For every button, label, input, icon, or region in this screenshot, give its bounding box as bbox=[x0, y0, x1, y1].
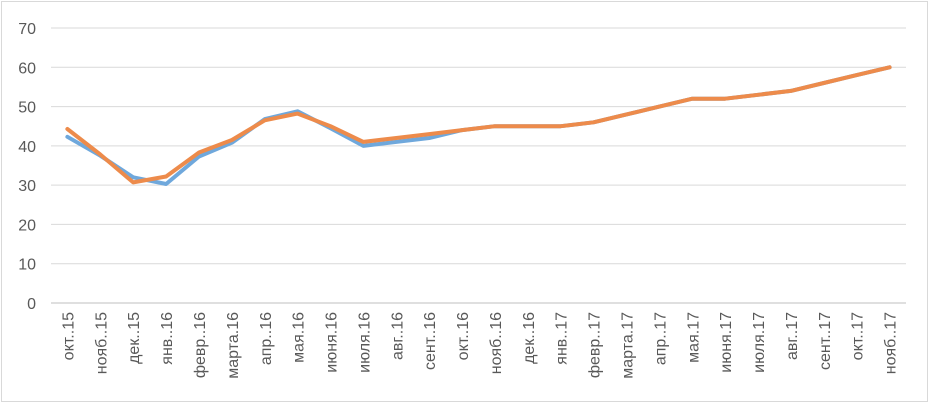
x-tick-label: дек..15 bbox=[126, 312, 143, 364]
x-tick-label: нояб..15 bbox=[93, 312, 110, 374]
y-tick-label: 20 bbox=[18, 217, 36, 234]
x-tick-label: апр..16 bbox=[258, 312, 275, 365]
x-tick-label: янв..17 bbox=[554, 312, 571, 365]
x-tick-label: июля.16 bbox=[356, 312, 373, 373]
x-tick-label: марта.16 bbox=[225, 312, 242, 379]
x-tick-label: июля.17 bbox=[751, 312, 768, 373]
x-tick-label: мая.16 bbox=[291, 312, 308, 363]
x-tick-label: окт..16 bbox=[455, 312, 472, 360]
x-tick-label: авг..17 bbox=[784, 312, 801, 360]
y-tick-label: 30 bbox=[18, 178, 36, 195]
y-tick-label: 40 bbox=[18, 139, 36, 156]
x-tick-label: нояб..16 bbox=[488, 312, 505, 374]
x-tick-label: дек..16 bbox=[521, 312, 538, 364]
x-tick-label: сент..17 bbox=[817, 312, 834, 370]
x-tick-label: февр..16 bbox=[192, 312, 209, 378]
x-tick-label: нояб..17 bbox=[883, 312, 900, 374]
y-tick-label: 0 bbox=[27, 296, 36, 313]
y-tick-label: 50 bbox=[18, 100, 36, 117]
x-tick-label: окт..15 bbox=[60, 312, 77, 360]
x-tick-label: окт..17 bbox=[850, 312, 867, 360]
x-tick-label: апр..17 bbox=[652, 312, 669, 365]
x-axis-ticks: окт..15 нояб..15 дек..15 янв..16 февр..16 мар… bbox=[60, 312, 899, 379]
y-tick-label: 70 bbox=[18, 21, 36, 38]
x-tick-label: июня.17 bbox=[718, 312, 735, 373]
x-tick-label: февр..17 bbox=[587, 312, 604, 378]
series-line-1 bbox=[65, 65, 892, 186]
x-tick-label: авг..16 bbox=[389, 312, 406, 360]
series-lines bbox=[65, 65, 892, 186]
x-tick-label: янв..16 bbox=[159, 312, 176, 365]
x-tick-label: марта.17 bbox=[619, 312, 636, 379]
gridlines bbox=[51, 27, 906, 304]
series-line-2 bbox=[65, 65, 892, 185]
y-tick-label: 10 bbox=[18, 257, 36, 274]
x-tick-label: сент..16 bbox=[422, 312, 439, 370]
x-tick-label: мая.17 bbox=[685, 312, 702, 363]
y-tick-label: 60 bbox=[18, 60, 36, 77]
x-tick-label: июня.16 bbox=[324, 312, 341, 373]
y-axis-ticks: 0 10 20 30 40 50 60 70 bbox=[18, 21, 36, 313]
